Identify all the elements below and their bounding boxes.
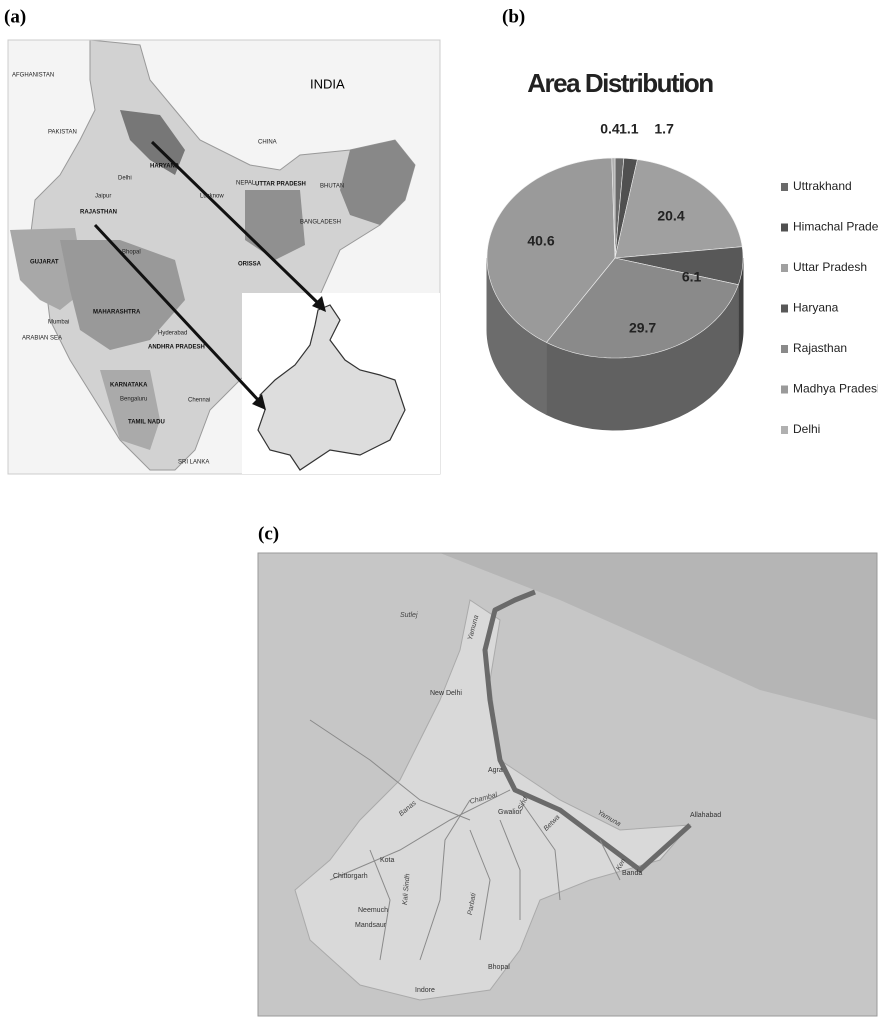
map-label: INDIA (310, 76, 345, 91)
legend-swatch (781, 224, 788, 232)
map-a (8, 40, 440, 474)
map-label: HARYANA (150, 164, 180, 170)
map-label: Sutlej (400, 612, 418, 619)
legend-swatch (781, 345, 788, 353)
legend-label: Uttrakhand (793, 179, 852, 193)
map-label: PAKISTAN (48, 130, 77, 136)
map-label: Kota (380, 857, 395, 864)
legend-swatch (781, 183, 788, 191)
legend-label: Delhi (793, 422, 820, 436)
legend-label: Himachal Pradesh (793, 220, 878, 234)
map-label: Allahabad (690, 812, 721, 819)
figure: (a) (b) (c) INDIA AFGHANISTAN PAKISTAN C… (0, 0, 878, 1020)
legend: Uttrakhand Himachal Pradesh Uttar Pradesh H… (781, 179, 878, 436)
map-label: Agra (488, 767, 503, 774)
map-label: Lucknow (200, 194, 224, 200)
map-label: KARNATAKA (110, 383, 148, 389)
map-label: Bhopal (122, 250, 141, 256)
data-label: 20.4 (657, 208, 684, 224)
map-label: ORISSA (238, 262, 262, 268)
map-label: Mumbai (48, 320, 69, 326)
map-label: AFGHANISTAN (12, 73, 54, 79)
data-label: 6.1 (682, 268, 702, 284)
data-label: 29.7 (629, 320, 656, 336)
map-label: ANDHRA PRADESH (148, 345, 205, 351)
pie: 1.1 1.7 20.4 6.1 29.7 40.6 0.4 (487, 121, 743, 430)
legend-label: Madhya Pradesh (793, 382, 878, 396)
map-label: Bhopal (488, 964, 510, 971)
legend-swatch (781, 386, 788, 394)
map-label: Mandsaur (355, 922, 387, 929)
map-label: MAHARASHTRA (93, 310, 141, 316)
map-label: TAMIL NADU (128, 420, 165, 426)
map-label: NEPAL (236, 181, 256, 187)
data-label: 40.6 (527, 233, 554, 249)
panel-label: (b) (502, 6, 525, 27)
map-label: GUJARAT (30, 260, 59, 266)
map-label: Jaipur (95, 194, 111, 200)
map-label: BANGLADESH (300, 220, 341, 226)
panel-label: (c) (258, 523, 279, 544)
legend-swatch (781, 264, 788, 272)
legend-swatch (781, 426, 788, 434)
map-label: RAJASTHAN (80, 210, 117, 216)
map-label: Chennai (188, 398, 210, 404)
map-label: UTTAR PRADESH (255, 182, 306, 188)
map-label: CHINA (258, 140, 277, 146)
map-label: New Delhi (430, 690, 462, 697)
legend-label: Rajasthan (793, 341, 847, 355)
map-label: Neemuch (358, 907, 388, 914)
map-label: Bengaluru (120, 397, 147, 403)
map-label: Chittorgarh (333, 873, 368, 880)
data-label: 1.1 (619, 121, 639, 137)
map-label: Hyderabad (158, 331, 187, 337)
map-label: Delhi (118, 176, 132, 182)
chart-title: Area Distribution (527, 68, 713, 98)
map-label: BHUTAN (320, 184, 344, 190)
map-label: Banda (622, 870, 642, 877)
legend-label: Uttar Pradesh (793, 260, 867, 274)
legend-label: Haryana (793, 301, 839, 315)
panel-label: (a) (4, 6, 26, 27)
legend-swatch (781, 305, 788, 313)
map-label: SRI LANKA (178, 460, 209, 466)
data-label: 1.7 (654, 121, 674, 137)
map-label: Indore (415, 987, 435, 994)
data-label: 0.4 (600, 121, 620, 137)
map-label: ARABIAN SEA (22, 336, 62, 342)
map-c (258, 553, 877, 1016)
